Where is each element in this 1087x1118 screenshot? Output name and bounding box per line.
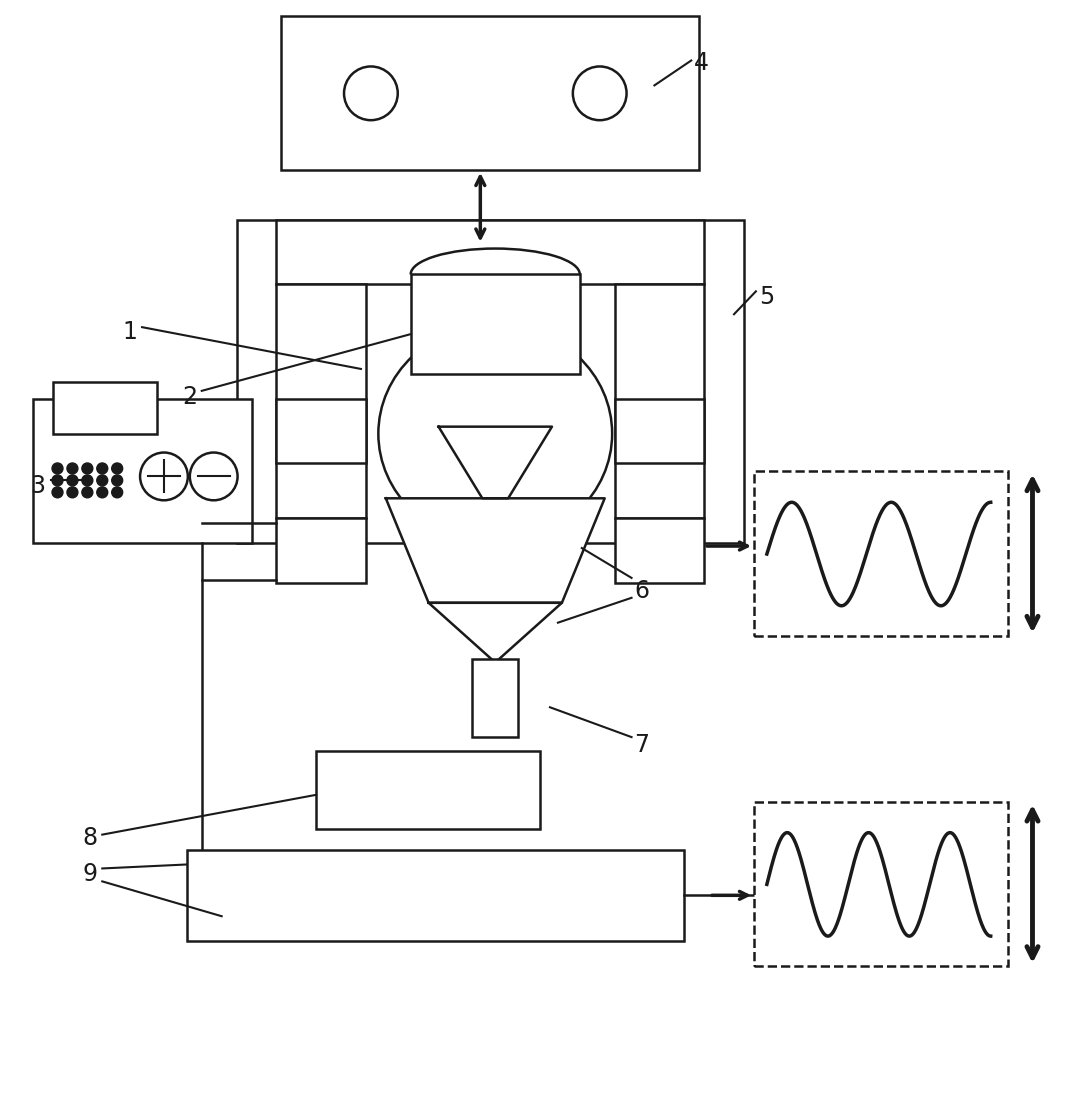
Bar	[614, 284, 704, 519]
Text: 5: 5	[759, 285, 774, 310]
Circle shape	[112, 486, 123, 498]
Circle shape	[82, 463, 92, 474]
Polygon shape	[386, 499, 604, 603]
Bar	[276, 399, 366, 464]
Circle shape	[67, 475, 78, 486]
Circle shape	[112, 463, 123, 474]
Bar	[754, 802, 1008, 966]
Circle shape	[97, 475, 108, 486]
Bar	[187, 850, 685, 941]
Circle shape	[67, 463, 78, 474]
Bar	[276, 284, 366, 519]
Text: 1: 1	[122, 320, 137, 344]
Circle shape	[97, 486, 108, 498]
Bar	[33, 399, 251, 543]
Text: 8: 8	[83, 825, 98, 850]
Circle shape	[52, 475, 63, 486]
Circle shape	[67, 486, 78, 498]
Bar	[276, 519, 366, 582]
Bar	[52, 382, 157, 434]
Bar	[473, 660, 518, 737]
Text: 4: 4	[695, 51, 709, 75]
Bar	[316, 751, 540, 828]
Bar	[754, 472, 1008, 636]
Text: 6: 6	[635, 579, 650, 603]
Polygon shape	[428, 603, 562, 663]
Text: 3: 3	[30, 474, 46, 499]
Circle shape	[82, 486, 92, 498]
Text: 2: 2	[182, 385, 197, 409]
Circle shape	[52, 463, 63, 474]
Bar	[276, 220, 704, 284]
Circle shape	[97, 463, 108, 474]
Text: 7: 7	[635, 733, 650, 757]
Bar	[614, 519, 704, 582]
Circle shape	[82, 475, 92, 486]
Bar	[614, 399, 704, 464]
Text: 9: 9	[83, 862, 98, 887]
Bar	[411, 274, 579, 373]
Ellipse shape	[378, 324, 612, 543]
Circle shape	[52, 486, 63, 498]
Polygon shape	[438, 427, 552, 499]
Bar	[237, 220, 744, 543]
Circle shape	[112, 475, 123, 486]
Bar	[282, 16, 699, 170]
